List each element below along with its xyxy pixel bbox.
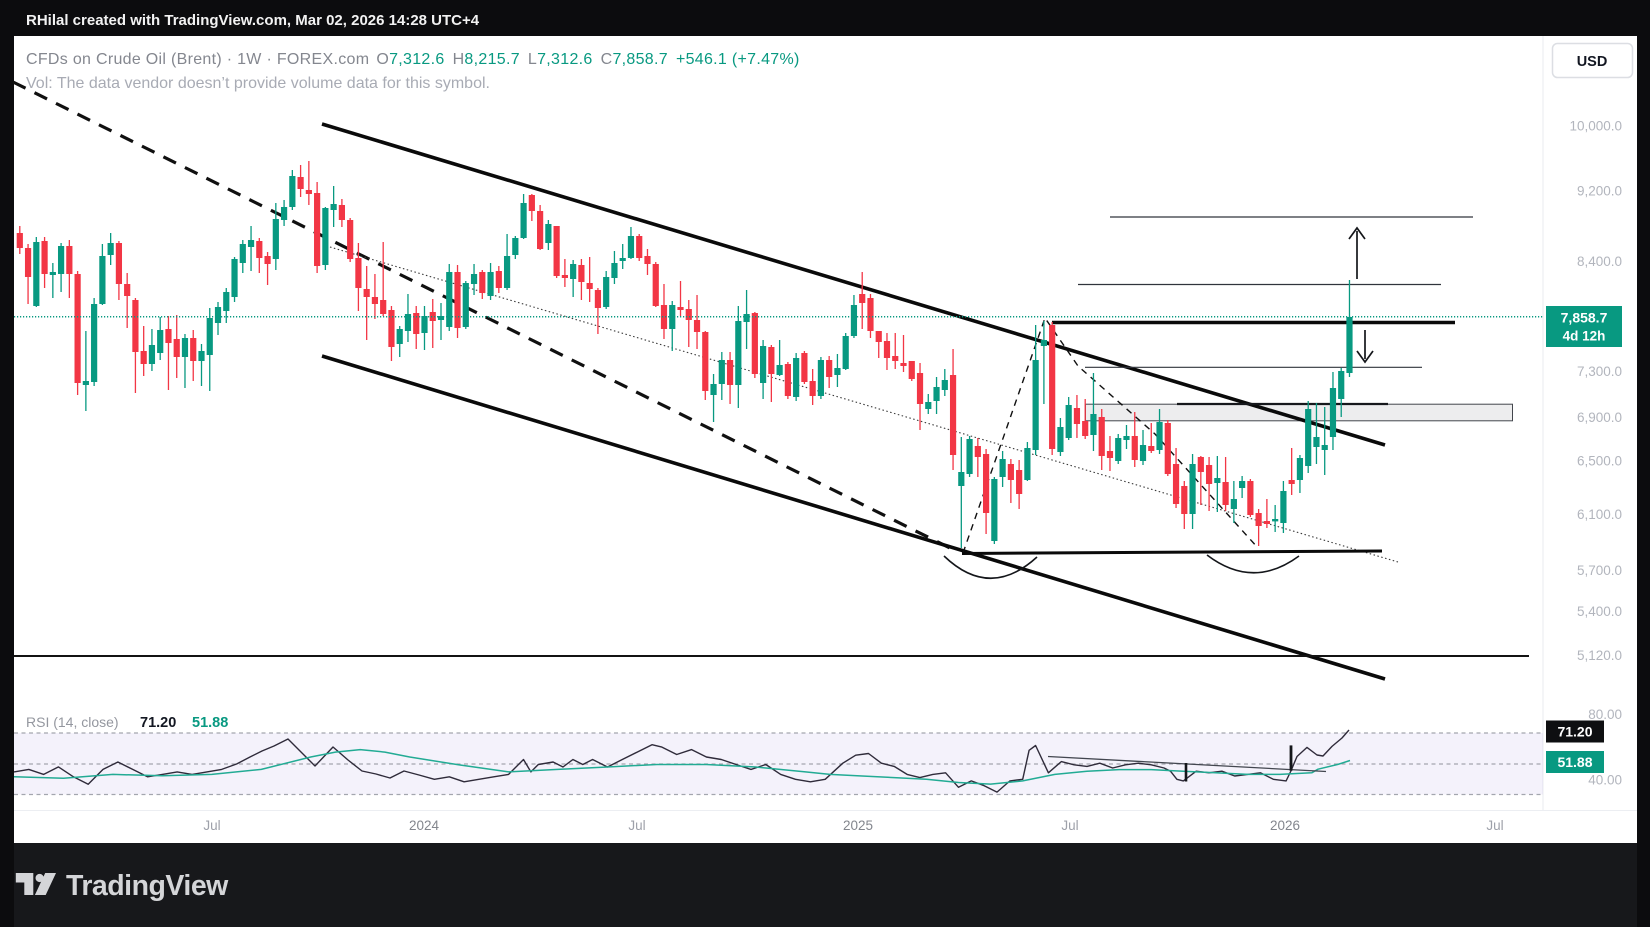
svg-text:51.88: 51.88: [192, 715, 228, 731]
svg-text:51.88: 51.88: [1557, 754, 1592, 770]
svg-text:6,500.0: 6,500.0: [1577, 454, 1622, 469]
svg-text:5,120.0: 5,120.0: [1577, 648, 1622, 663]
svg-text:5,400.0: 5,400.0: [1577, 604, 1622, 619]
svg-text:7,858.7: 7,858.7: [1561, 310, 1608, 326]
svg-text:10,000.0: 10,000.0: [1569, 119, 1622, 134]
svg-text:Vol: The data vendor doesn’t p: Vol: The data vendor doesn’t provide vol…: [26, 75, 490, 92]
svg-text:Jul: Jul: [1486, 818, 1503, 833]
svg-text:2024: 2024: [409, 818, 440, 833]
svg-text:8,400.0: 8,400.0: [1577, 254, 1622, 269]
svg-text:RSI (14, close): RSI (14, close): [26, 714, 119, 730]
svg-text:71.20: 71.20: [1557, 724, 1592, 740]
svg-text:7,300.0: 7,300.0: [1577, 364, 1622, 379]
svg-text:Jul: Jul: [1061, 818, 1078, 833]
svg-text:6,900.0: 6,900.0: [1577, 410, 1622, 425]
svg-text:Jul: Jul: [628, 818, 645, 833]
svg-text:RHilal created with TradingVie: RHilal created with TradingView.com, Mar…: [26, 12, 480, 29]
svg-text:USD: USD: [1577, 54, 1608, 70]
svg-text:TradingView: TradingView: [66, 870, 229, 902]
svg-text:2026: 2026: [1270, 818, 1300, 833]
svg-text:CFDs on Crude Oil (Brent) · 1W: CFDs on Crude Oil (Brent) · 1W · FOREX.c…: [26, 51, 800, 68]
svg-text:4d 12h: 4d 12h: [1563, 329, 1606, 344]
svg-text:80.00: 80.00: [1588, 707, 1622, 722]
svg-text:6,100.0: 6,100.0: [1577, 507, 1622, 522]
svg-text:5,700.0: 5,700.0: [1577, 563, 1622, 578]
svg-text:40.00: 40.00: [1588, 773, 1622, 788]
svg-text:71.20: 71.20: [140, 715, 176, 731]
svg-text:Jul: Jul: [203, 818, 220, 833]
svg-text:2025: 2025: [843, 818, 873, 833]
svg-text:9,200.0: 9,200.0: [1577, 184, 1622, 199]
